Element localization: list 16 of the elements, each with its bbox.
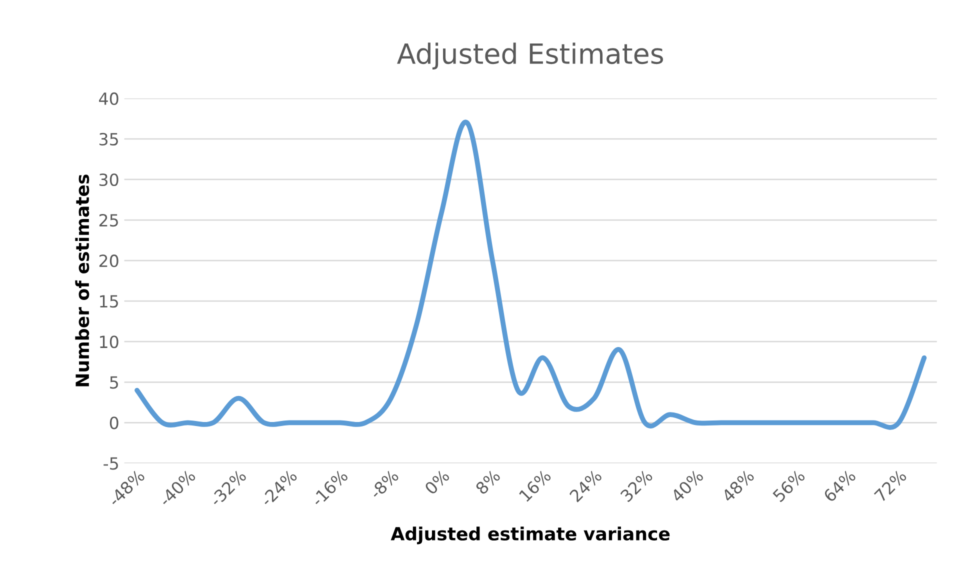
y-tick-label: 35 xyxy=(99,132,118,146)
y-tick-label: 10 xyxy=(100,336,118,348)
y-tick-label: 5 xyxy=(110,376,118,389)
x-tick-label: 8% xyxy=(474,468,501,496)
y-tick-label: 20 xyxy=(99,254,118,268)
chart-title: Adjusted Estimates xyxy=(397,42,664,70)
y-tick-label: 0 xyxy=(110,416,118,430)
y-tick-label: -5 xyxy=(104,457,118,470)
y-tick-label: 25 xyxy=(99,214,118,227)
x-tick-label: 0% xyxy=(424,468,450,496)
y-tick-label: 40 xyxy=(99,92,118,105)
y-tick-label: 15 xyxy=(100,295,118,308)
y-axis-title: Number of estimates xyxy=(75,174,90,386)
y-tick-label: 30 xyxy=(99,173,118,186)
x-tick-label: -8% xyxy=(368,468,400,500)
x-axis-title: Adjusted estimate variance xyxy=(390,526,670,544)
